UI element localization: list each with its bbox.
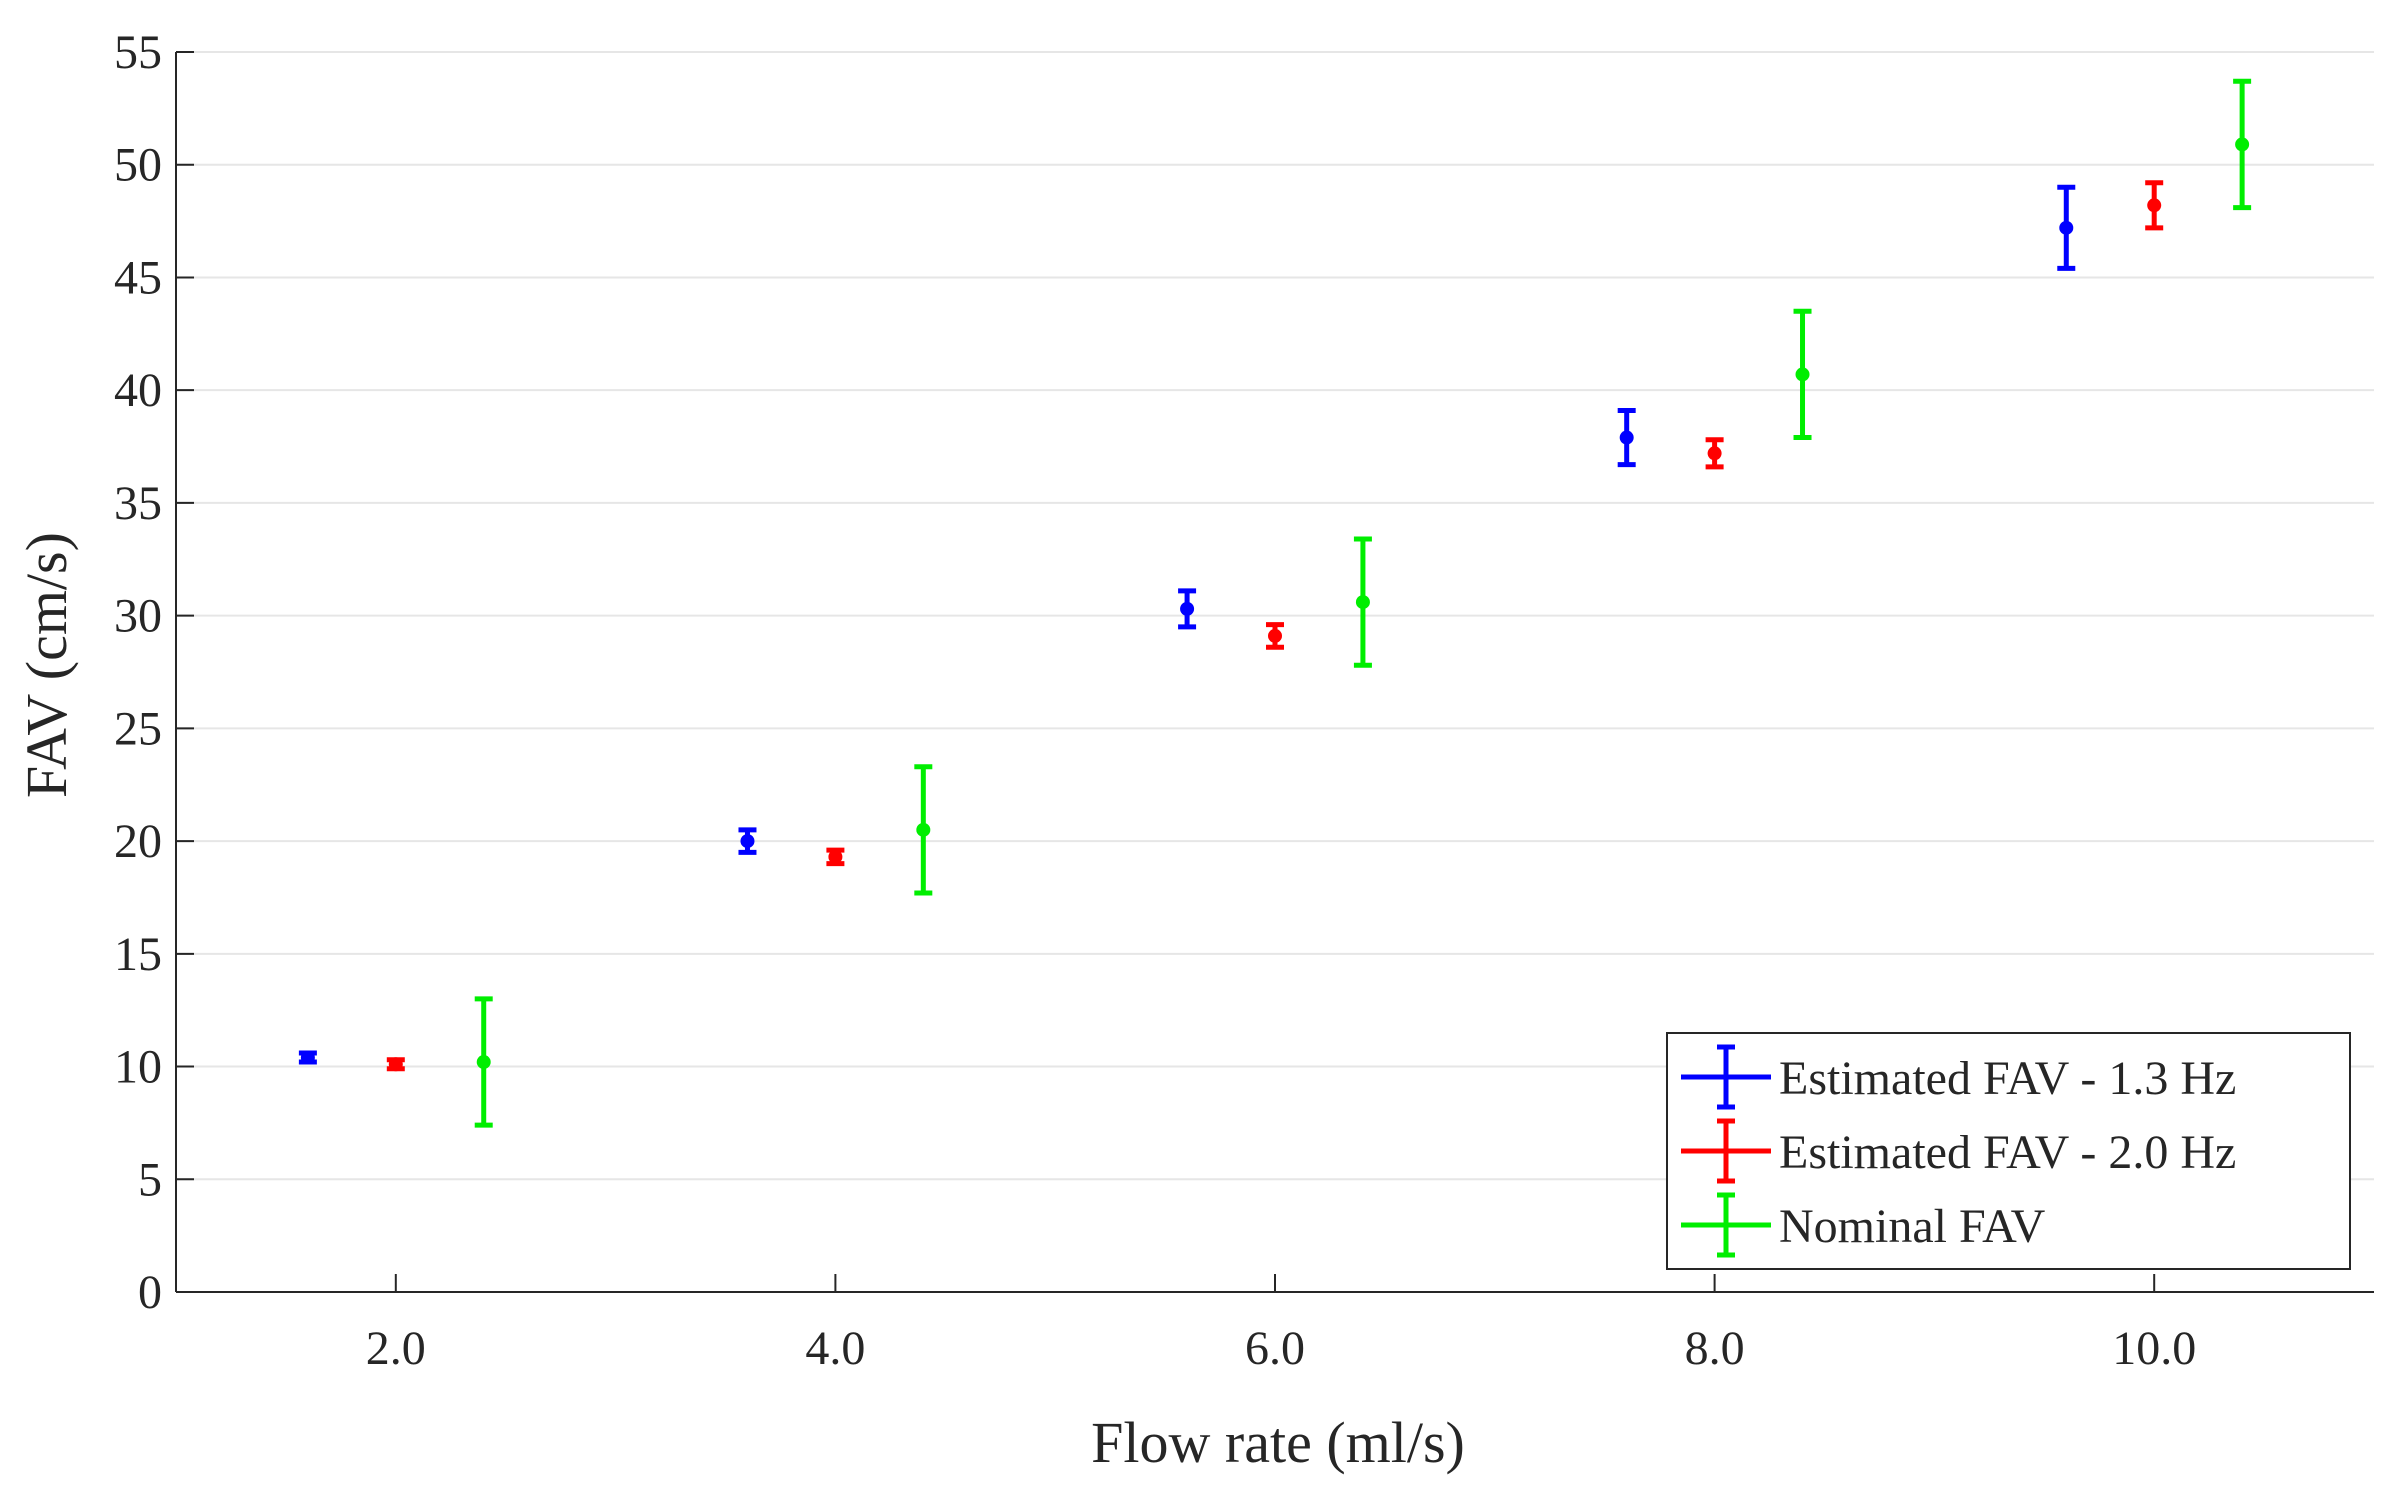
x-axis-title: Flow rate (ml/s)	[1091, 1410, 1465, 1475]
legend-item: Estimated FAV - 2.0 Hz	[1681, 1118, 2236, 1184]
y-tick-label: 40	[114, 364, 162, 417]
series-1	[298, 184, 2076, 1065]
y-tick-label: 15	[114, 928, 162, 981]
legend-item: Nominal FAV	[1681, 1192, 2046, 1258]
data-point	[916, 822, 931, 837]
y-tick-label: 20	[114, 815, 162, 868]
data-point	[1795, 367, 1810, 382]
data-point	[476, 1055, 491, 1070]
y-tick-label: 55	[114, 26, 162, 79]
legend-label: Estimated FAV - 2.0 Hz	[1779, 1126, 2236, 1179]
legend-label: Nominal FAV	[1779, 1200, 2046, 1253]
data-point	[388, 1057, 403, 1072]
ticks-layer: 0 5 10 15 20 25 30 35 40 45 50 55 2.0 4.0 6.0 8.0 10.0	[114, 26, 2196, 1375]
legend-label: Estimated FAV - 1.3 Hz	[1779, 1052, 2236, 1105]
x-tick-label: 8.0	[1685, 1322, 1745, 1375]
data-point	[300, 1050, 315, 1065]
series-2	[386, 180, 2164, 1072]
data-point	[828, 849, 843, 864]
data-point	[740, 834, 755, 849]
y-tick-label: 10	[114, 1041, 162, 1094]
data-point	[2235, 137, 2250, 152]
y-axis-title: FAV (cm/s)	[14, 532, 79, 798]
data-point	[1707, 446, 1722, 461]
legend-item: Estimated FAV - 1.3 Hz	[1681, 1044, 2236, 1110]
y-tick-label: 50	[114, 139, 162, 192]
series-3	[474, 78, 2252, 1128]
x-tick-label: 10.0	[2112, 1322, 2196, 1375]
data-point	[1180, 601, 1195, 616]
y-tick-label: 30	[114, 590, 162, 643]
data-point	[2059, 220, 2074, 235]
x-tick-label: 4.0	[805, 1322, 865, 1375]
series-layer	[298, 78, 2252, 1128]
y-tick-label: 25	[114, 702, 162, 755]
grid-layer	[176, 51, 2374, 1181]
legend: Estimated FAV - 1.3 Hz Estimated FAV - 2.…	[1666, 1032, 2351, 1270]
x-tick-label: 2.0	[366, 1322, 426, 1375]
data-point	[1355, 595, 1370, 610]
y-tick-label: 35	[114, 477, 162, 530]
data-point	[2147, 198, 2162, 213]
y-tick-label: 0	[138, 1266, 162, 1319]
y-tick-label: 5	[138, 1153, 162, 1206]
data-point	[1268, 628, 1282, 643]
data-point	[1619, 430, 1634, 445]
legend-box	[1666, 1032, 2351, 1270]
y-tick-label: 45	[114, 251, 162, 304]
x-tick-label: 6.0	[1245, 1322, 1305, 1375]
